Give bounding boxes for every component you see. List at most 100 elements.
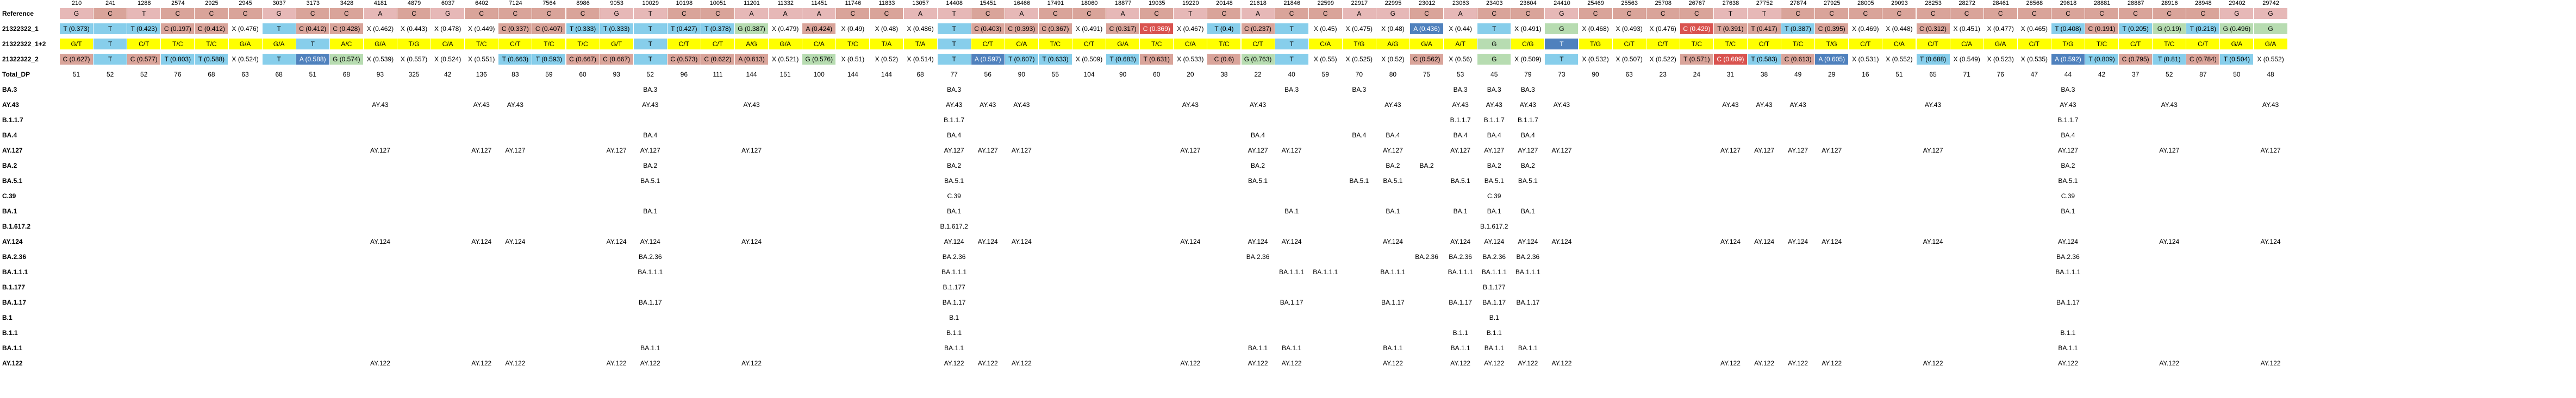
table-cell[interactable] xyxy=(431,282,465,293)
table-cell[interactable] xyxy=(329,145,363,156)
table-cell[interactable]: BA.4 xyxy=(1342,130,1376,141)
table-cell[interactable] xyxy=(2186,236,2220,247)
table-cell[interactable]: AY.122 xyxy=(2153,358,2186,369)
table-cell[interactable] xyxy=(228,327,262,338)
table-cell[interactable]: T xyxy=(633,39,667,49)
table-cell[interactable] xyxy=(1072,327,1106,338)
table-cell[interactable]: BA.5.1 xyxy=(1477,175,1511,186)
table-cell[interactable] xyxy=(1342,206,1376,217)
table-cell[interactable] xyxy=(1849,251,1882,262)
table-cell[interactable] xyxy=(1207,206,1241,217)
table-cell[interactable] xyxy=(769,221,802,232)
table-cell[interactable]: C/T xyxy=(1748,39,1781,49)
table-cell[interactable]: T xyxy=(93,54,127,65)
table-cell[interactable] xyxy=(1579,84,1612,95)
table-cell[interactable] xyxy=(2220,206,2254,217)
table-cell[interactable] xyxy=(1140,206,1174,217)
table-cell[interactable] xyxy=(1748,84,1781,95)
table-cell[interactable] xyxy=(2153,221,2186,232)
table-cell[interactable] xyxy=(532,267,566,277)
table-cell[interactable]: X (0.522) xyxy=(1646,54,1680,65)
table-cell[interactable] xyxy=(1680,145,1713,156)
table-cell[interactable]: C xyxy=(228,8,262,19)
table-cell[interactable]: C (0.667) xyxy=(566,54,600,65)
table-cell[interactable] xyxy=(397,130,431,141)
table-cell[interactable]: C xyxy=(1882,8,1916,19)
table-cell[interactable] xyxy=(1579,221,1612,232)
table-cell[interactable] xyxy=(1984,99,2017,110)
table-cell[interactable] xyxy=(735,343,769,353)
table-cell[interactable] xyxy=(1950,267,1984,277)
table-cell[interactable]: C (0.191) xyxy=(2085,23,2119,34)
table-cell[interactable] xyxy=(1140,312,1174,323)
table-cell[interactable]: 49 xyxy=(1781,69,1815,80)
table-cell[interactable]: X (0.507) xyxy=(1612,54,1646,65)
table-cell[interactable] xyxy=(735,312,769,323)
table-cell[interactable] xyxy=(2153,312,2186,323)
table-cell[interactable] xyxy=(1308,343,1342,353)
table-cell[interactable]: A (0.588) xyxy=(296,54,329,65)
table-cell[interactable]: G (0.576) xyxy=(802,54,836,65)
table-cell[interactable] xyxy=(566,251,600,262)
table-cell[interactable] xyxy=(1579,191,1612,201)
table-cell[interactable]: X (0.449) xyxy=(465,23,498,34)
table-cell[interactable]: AY.124 xyxy=(1005,236,1038,247)
table-cell[interactable] xyxy=(1545,191,1579,201)
table-cell[interactable] xyxy=(1781,343,1815,353)
table-cell[interactable]: T (0.583) xyxy=(1748,54,1781,65)
table-cell[interactable]: T (0.803) xyxy=(161,54,195,65)
table-cell[interactable]: AY.43 xyxy=(1174,99,1207,110)
table-cell[interactable]: C xyxy=(2017,8,2051,19)
table-cell[interactable] xyxy=(1984,343,2017,353)
table-cell[interactable] xyxy=(1308,236,1342,247)
table-cell[interactable]: BA.3 xyxy=(1511,84,1545,95)
table-cell[interactable] xyxy=(1916,221,1950,232)
table-cell[interactable]: T (0.593) xyxy=(532,54,566,65)
table-cell[interactable]: C (0.197) xyxy=(161,23,195,34)
table-cell[interactable] xyxy=(1038,99,1072,110)
table-cell[interactable] xyxy=(1072,221,1106,232)
table-cell[interactable] xyxy=(329,99,363,110)
table-cell[interactable]: X (0.509) xyxy=(1511,54,1545,65)
table-cell[interactable] xyxy=(971,191,1005,201)
table-cell[interactable]: C/T xyxy=(1612,39,1646,49)
table-cell[interactable] xyxy=(1545,267,1579,277)
table-cell[interactable] xyxy=(1748,115,1781,125)
table-cell[interactable] xyxy=(1815,130,1849,141)
table-cell[interactable]: T xyxy=(1545,54,1579,65)
table-cell[interactable] xyxy=(566,267,600,277)
table-cell[interactable] xyxy=(363,327,397,338)
table-cell[interactable] xyxy=(1308,160,1342,171)
table-cell[interactable] xyxy=(161,160,195,171)
table-cell[interactable] xyxy=(1680,206,1713,217)
table-cell[interactable] xyxy=(2254,312,2287,323)
table-cell[interactable] xyxy=(465,267,498,277)
table-cell[interactable]: T xyxy=(93,39,127,49)
table-cell[interactable] xyxy=(1646,130,1680,141)
table-cell[interactable] xyxy=(1815,327,1849,338)
table-cell[interactable]: T (0.417) xyxy=(1748,23,1781,34)
table-cell[interactable] xyxy=(1005,84,1038,95)
table-cell[interactable]: T xyxy=(937,8,971,19)
table-cell[interactable] xyxy=(498,84,532,95)
table-cell[interactable]: 76 xyxy=(1984,69,2017,80)
table-cell[interactable] xyxy=(296,160,329,171)
table-cell[interactable] xyxy=(329,175,363,186)
table-cell[interactable] xyxy=(971,175,1005,186)
table-cell[interactable] xyxy=(2017,160,2051,171)
table-cell[interactable] xyxy=(262,221,296,232)
table-cell[interactable] xyxy=(465,282,498,293)
table-cell[interactable] xyxy=(1308,327,1342,338)
table-cell[interactable] xyxy=(566,327,600,338)
table-cell[interactable]: B.1.1 xyxy=(2051,327,2085,338)
table-cell[interactable] xyxy=(1140,191,1174,201)
table-cell[interactable] xyxy=(1038,145,1072,156)
table-cell[interactable]: AY.43 xyxy=(735,99,769,110)
table-cell[interactable] xyxy=(363,297,397,308)
table-cell[interactable]: C (0.337) xyxy=(498,23,532,34)
table-cell[interactable]: T/C xyxy=(195,39,228,49)
table-cell[interactable] xyxy=(228,99,262,110)
table-cell[interactable] xyxy=(465,115,498,125)
table-cell[interactable] xyxy=(329,206,363,217)
table-cell[interactable] xyxy=(769,358,802,369)
